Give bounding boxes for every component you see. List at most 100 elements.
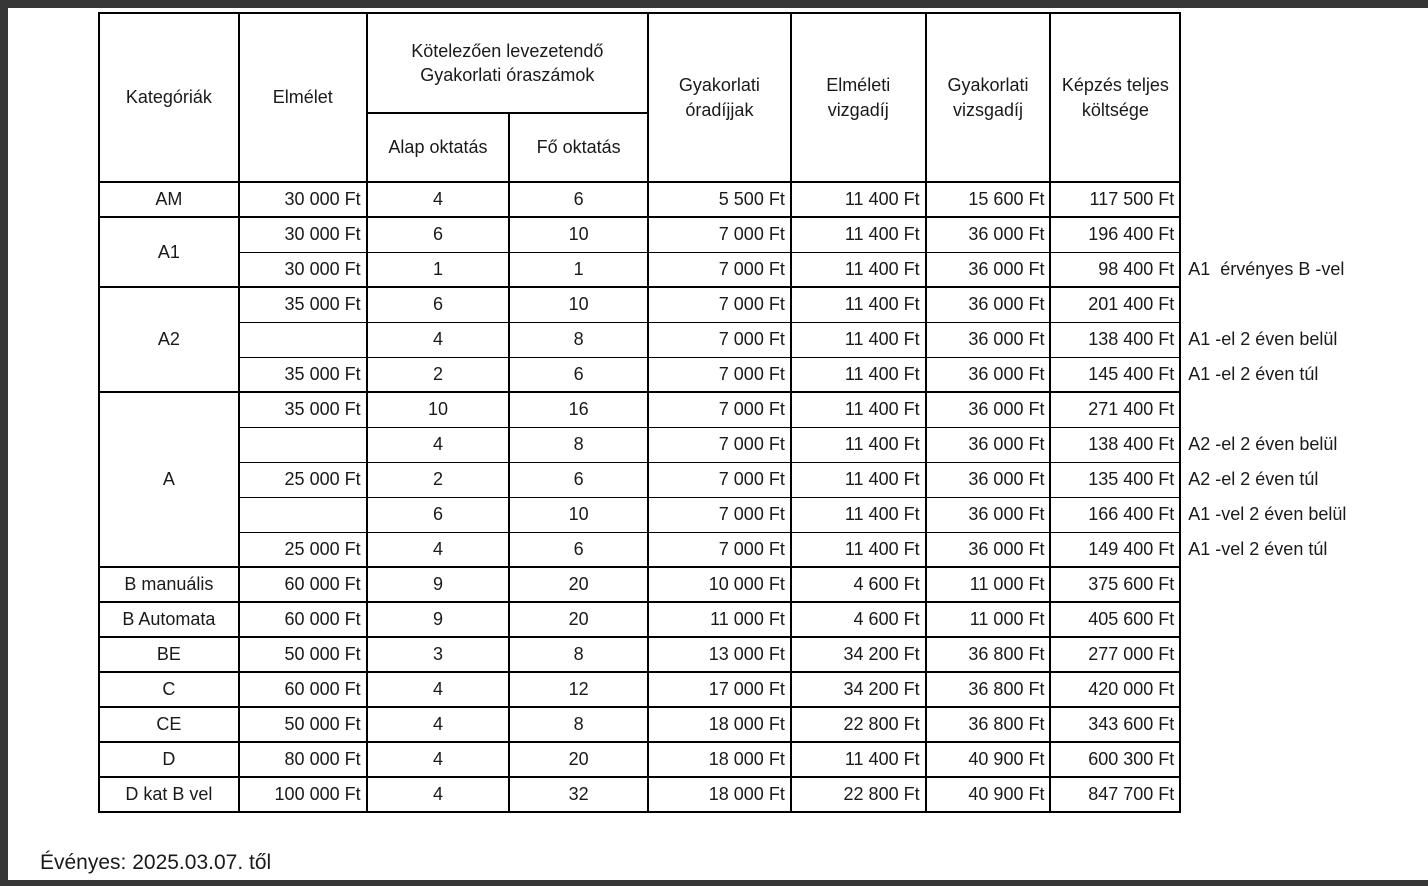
cell-teljes: 271 400 Ft — [1049, 391, 1182, 428]
cell-vizsga-gyak: 40 900 Ft — [924, 741, 1052, 778]
cell-oradij: 7 000 Ft — [647, 426, 792, 463]
table-row: AM 30 000 Ft 4 6 5 500 Ft 11 400 Ft 15 600 Ft 1… — [98, 181, 1428, 218]
row-annotation — [1180, 182, 1428, 217]
cell-vizsga-gyak: 36 000 Ft — [924, 461, 1052, 498]
cell-oradij: 5 500 Ft — [647, 181, 792, 218]
cell-teljes: 420 000 Ft — [1049, 671, 1182, 708]
cell-fo: 10 — [508, 286, 650, 323]
header-alap-oktatas: Alap oktatás — [365, 112, 511, 183]
cell-teljes: 600 300 Ft — [1049, 741, 1182, 778]
cell-fo: 8 — [508, 321, 650, 358]
cell-oradij: 17 000 Ft — [647, 671, 792, 708]
driving-school-price-table: Kategóriák Elmélet Kötelezően levezetend… — [98, 12, 1428, 813]
cell-teljes: 149 400 Ft — [1049, 531, 1182, 568]
cell-elmelet: 50 000 Ft — [237, 636, 368, 673]
table-row: 25 000 Ft 2 6 7 000 Ft 11 400 Ft 36 000 Ft 135… — [99, 461, 1428, 498]
cell-teljes: 138 400 Ft — [1049, 426, 1182, 463]
cell-oradij: 13 000 Ft — [647, 636, 792, 673]
row-annotation — [1180, 287, 1428, 322]
header-fo-oktatas: Fő oktatás — [508, 112, 650, 183]
table-row: A 35 000 Ft 10 16 7 000 Ft 11 400 Ft 36 000 Ft… — [98, 391, 1428, 568]
cell-teljes: 135 400 Ft — [1049, 461, 1182, 498]
cell-fo: 8 — [508, 636, 650, 673]
cell-vizsga-elm: 11 400 Ft — [789, 426, 927, 463]
cell-vizsga-elm: 11 400 Ft — [789, 181, 927, 218]
cell-teljes: 166 400 Ft — [1049, 496, 1182, 533]
cell-oradij: 18 000 Ft — [647, 776, 792, 813]
cell-oradij: 7 000 Ft — [647, 356, 792, 393]
table-row: A1 30 000 Ft 6 10 7 000 Ft 11 400 Ft 36 000 Ft… — [98, 216, 1428, 288]
cell-category: AM — [98, 181, 240, 218]
cell-vizsga-gyak: 15 600 Ft — [924, 181, 1052, 218]
cell-fo: 6 — [508, 461, 650, 498]
cell-vizsga-elm: 11 400 Ft — [789, 461, 927, 498]
header-gyakorlati-oradijjak: Gyakorlati óradíjjak — [647, 12, 792, 183]
cell-alap: 6 — [365, 496, 511, 533]
cell-elmelet: 60 000 Ft — [237, 671, 368, 708]
cell-elmelet: 25 000 Ft — [237, 531, 368, 568]
table-row: D 80 000 Ft 4 20 18 000 Ft 11 400 Ft 40 900 Ft… — [98, 741, 1428, 778]
cell-vizsga-gyak: 36 000 Ft — [924, 496, 1052, 533]
row-annotation — [1180, 602, 1428, 637]
cell-elmelet: 100 000 Ft — [237, 776, 368, 813]
cell-elmelet: 30 000 Ft — [237, 216, 368, 253]
cell-elmelet: 35 000 Ft — [237, 286, 368, 323]
page-border-bottom — [0, 880, 1428, 886]
cell-vizsga-gyak: 36 800 Ft — [924, 706, 1052, 743]
cell-category: A1 — [98, 216, 240, 288]
cell-category: D — [98, 741, 240, 778]
cell-vizsga-gyak: 36 000 Ft — [924, 321, 1052, 358]
cell-vizsga-gyak: 11 000 Ft — [924, 566, 1052, 603]
cell-vizsga-elm: 11 400 Ft — [789, 391, 927, 428]
cell-category: B manuális — [98, 566, 240, 603]
cell-teljes: 138 400 Ft — [1049, 321, 1182, 358]
cell-oradij: 7 000 Ft — [647, 461, 792, 498]
cell-alap: 4 — [365, 321, 511, 358]
header-elmeleti-vizgadij: Elméleti vizgadíj — [789, 12, 927, 183]
table-row: D kat B vel 100 000 Ft 4 32 18 000 Ft 22 800 … — [98, 776, 1428, 813]
cell-fo: 8 — [508, 706, 650, 743]
cell-alap: 3 — [365, 636, 511, 673]
cell-vizsga-elm: 11 400 Ft — [789, 531, 927, 568]
page-border-left — [0, 0, 8, 886]
table-row: C 60 000 Ft 4 12 17 000 Ft 34 200 Ft 36 800 Ft… — [98, 671, 1428, 708]
cell-oradij: 10 000 Ft — [647, 566, 792, 603]
cell-vizsga-gyak: 36 000 Ft — [924, 216, 1052, 253]
row-annotation: A1 -vel 2 éven belül — [1180, 497, 1428, 532]
cell-alap: 4 — [365, 776, 511, 813]
cell-teljes: 196 400 Ft — [1049, 216, 1182, 253]
cell-teljes: 117 500 Ft — [1049, 181, 1182, 218]
cell-vizsga-elm: 11 400 Ft — [789, 286, 927, 323]
header-kepzes-teljes-koltsege: Képzés teljes költsége — [1049, 12, 1182, 183]
cell-vizsga-gyak: 36 000 Ft — [924, 531, 1052, 568]
row-annotation — [1180, 742, 1428, 777]
table-body: AM 30 000 Ft 4 6 5 500 Ft 11 400 Ft 15 600 Ft 1… — [98, 181, 1428, 813]
cell-teljes: 375 600 Ft — [1049, 566, 1182, 603]
cell-vizsga-gyak: 36 000 Ft — [924, 356, 1052, 393]
cell-vizsga-elm: 11 400 Ft — [789, 356, 927, 393]
cell-elmelet: 30 000 Ft — [237, 181, 368, 218]
row-annotation — [1180, 672, 1428, 707]
cell-alap: 9 — [365, 601, 511, 638]
cell-alap: 4 — [365, 531, 511, 568]
cell-oradij: 7 000 Ft — [647, 531, 792, 568]
cell-vizsga-elm: 34 200 Ft — [789, 636, 927, 673]
table-row: 30 000 Ft 1 1 7 000 Ft 11 400 Ft 36 000 Ft 98 … — [99, 251, 1428, 288]
cell-category: CE — [98, 706, 240, 743]
row-annotation: A1 -vel 2 éven túl — [1180, 532, 1428, 567]
cell-vizsga-gyak: 36 000 Ft — [924, 286, 1052, 323]
cell-vizsga-gyak: 36 800 Ft — [924, 636, 1052, 673]
cell-alap: 9 — [365, 566, 511, 603]
cell-oradij: 11 000 Ft — [647, 601, 792, 638]
cell-fo: 8 — [508, 426, 650, 463]
cell-vizsga-elm: 11 400 Ft — [789, 321, 927, 358]
cell-category: BE — [98, 636, 240, 673]
header-gyakorlati-vizsgadij: Gyakorlati vizsgadíj — [924, 12, 1052, 183]
cell-fo: 1 — [508, 251, 650, 288]
cell-elmelet: 50 000 Ft — [237, 706, 368, 743]
row-annotation — [1180, 707, 1428, 742]
cell-fo: 20 — [508, 741, 650, 778]
cell-fo: 20 — [508, 566, 650, 603]
cell-oradij: 7 000 Ft — [647, 216, 792, 253]
table-header: Kategóriák Elmélet Kötelezően levezetend… — [98, 12, 1428, 183]
